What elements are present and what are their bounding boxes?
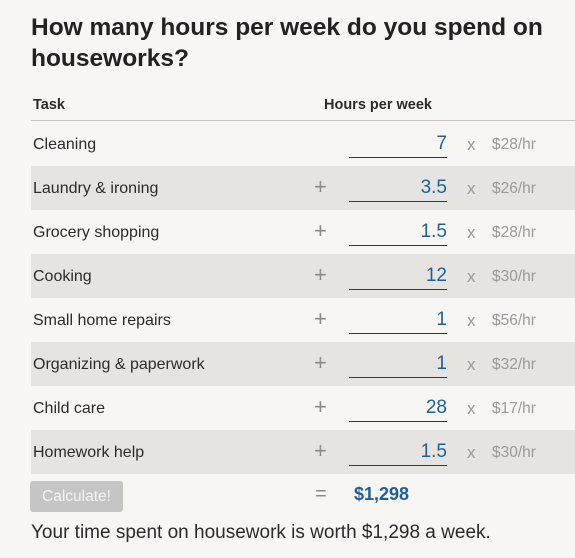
summary-text: Your time spent on housework is worth $1… bbox=[31, 522, 491, 543]
task-label: Laundry & ironing bbox=[33, 180, 159, 197]
task-label: Cleaning bbox=[33, 136, 97, 153]
table-row: Child care + x $17/hr bbox=[31, 386, 575, 430]
hours-input-repairs[interactable] bbox=[349, 307, 447, 334]
hours-input-paperwork[interactable] bbox=[349, 351, 447, 378]
plus-sign: + bbox=[314, 394, 327, 419]
hourly-rate: $28/hr bbox=[492, 224, 536, 241]
task-label: Homework help bbox=[33, 444, 145, 461]
hourly-rate: $17/hr bbox=[492, 400, 536, 417]
task-label: Cooking bbox=[33, 268, 92, 285]
hourly-rate: $32/hr bbox=[492, 356, 536, 373]
plus-sign: + bbox=[314, 438, 327, 463]
header-task: Task bbox=[33, 97, 65, 113]
hourly-rate: $30/hr bbox=[492, 268, 536, 285]
times-sign: x bbox=[467, 179, 476, 198]
hours-input-cooking[interactable] bbox=[349, 263, 447, 290]
times-sign: x bbox=[467, 443, 476, 462]
table-row: Homework help + x $30/hr bbox=[31, 430, 575, 474]
times-sign: x bbox=[467, 223, 476, 242]
hourly-rate: $30/hr bbox=[492, 444, 536, 461]
plus-sign: + bbox=[314, 174, 327, 199]
hours-input-grocery[interactable] bbox=[349, 219, 447, 246]
hourly-rate: $28/hr bbox=[492, 136, 536, 153]
header-hours: Hours per week bbox=[324, 97, 432, 113]
calculate-button[interactable]: Calculate! bbox=[30, 481, 123, 512]
hours-input-child-care[interactable] bbox=[349, 395, 447, 422]
hours-input-laundry[interactable] bbox=[349, 175, 447, 202]
hourly-rate: $26/hr bbox=[492, 180, 536, 197]
times-sign: x bbox=[467, 135, 476, 154]
table-row: Small home repairs + x $56/hr bbox=[31, 298, 575, 342]
plus-sign: + bbox=[314, 218, 327, 243]
hours-input-cleaning[interactable] bbox=[349, 131, 447, 158]
total-value: $1,298 bbox=[354, 484, 410, 504]
page-title: How many hours per week do you spend on … bbox=[31, 14, 543, 72]
task-table: Cleaning x $28/hr Laundry & ironing + x … bbox=[31, 122, 575, 474]
times-sign: x bbox=[467, 267, 476, 286]
task-label: Organizing & paperwork bbox=[33, 356, 205, 373]
table-row: Grocery shopping + x $28/hr bbox=[31, 210, 575, 254]
equals-sign: = bbox=[315, 483, 327, 505]
table-row: Cooking + x $30/hr bbox=[31, 254, 575, 298]
table-row: Organizing & paperwork + x $32/hr bbox=[31, 342, 575, 386]
hourly-rate: $56/hr bbox=[492, 312, 536, 329]
hours-input-homework[interactable] bbox=[349, 439, 447, 466]
table-header: Task Hours per week bbox=[31, 92, 575, 121]
task-label: Grocery shopping bbox=[33, 224, 160, 241]
plus-sign: + bbox=[314, 262, 327, 287]
task-label: Child care bbox=[33, 400, 106, 417]
table-row: Cleaning x $28/hr bbox=[31, 122, 575, 166]
table-row: Laundry & ironing + x $26/hr bbox=[31, 166, 575, 210]
times-sign: x bbox=[467, 355, 476, 374]
times-sign: x bbox=[467, 311, 476, 330]
times-sign: x bbox=[467, 399, 476, 418]
plus-sign: + bbox=[314, 306, 327, 331]
task-label: Small home repairs bbox=[33, 312, 171, 329]
plus-sign: + bbox=[314, 350, 327, 375]
